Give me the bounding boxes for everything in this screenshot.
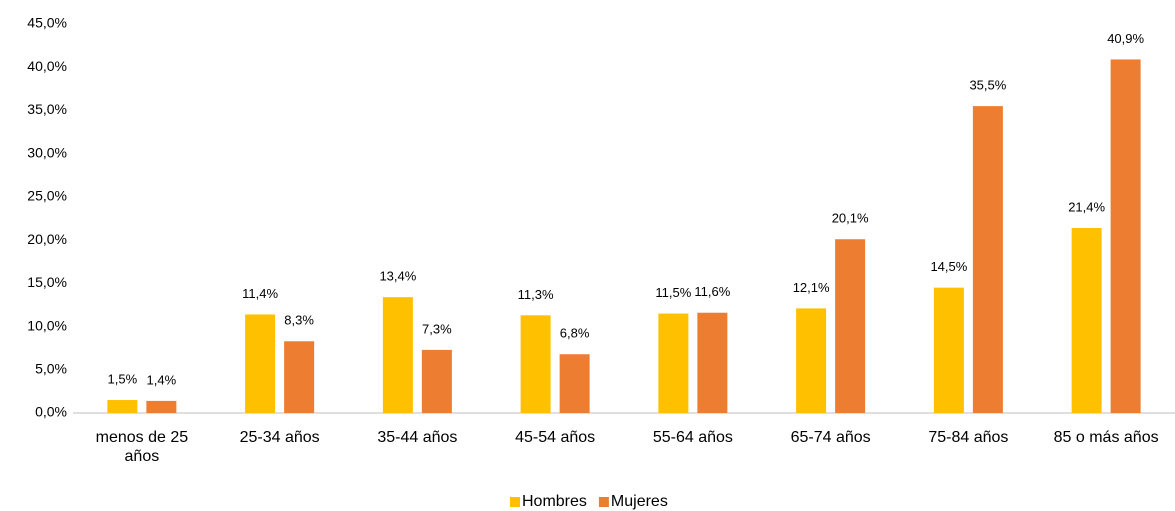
bar xyxy=(1071,228,1102,413)
value-label: 13,4% xyxy=(379,269,416,284)
value-label: 1,4% xyxy=(147,372,177,387)
y-tick-label: 5,0% xyxy=(35,360,67,376)
y-tick-label: 10,0% xyxy=(27,317,67,333)
legend-label: Hombres xyxy=(522,493,587,510)
value-label: 7,3% xyxy=(422,321,452,336)
bar xyxy=(972,106,1003,413)
bar xyxy=(796,308,827,413)
value-label: 11,6% xyxy=(694,284,730,299)
x-tick-label: 25-34 años xyxy=(239,429,320,446)
legend-label: Mujeres xyxy=(611,493,668,510)
x-tick-label: 55-64 años xyxy=(652,429,733,446)
x-tick-label: 35-44 años xyxy=(377,429,458,446)
value-label: 21,4% xyxy=(1068,199,1105,214)
value-label: 14,5% xyxy=(930,259,967,274)
y-tick-label: 15,0% xyxy=(27,274,67,290)
x-tick-label: 65-74 años xyxy=(790,429,871,446)
y-tick-label: 40,0% xyxy=(27,58,67,74)
y-tick-label: 45,0% xyxy=(27,15,67,31)
bar xyxy=(284,341,315,413)
bar xyxy=(245,314,276,413)
bar xyxy=(1110,59,1141,413)
y-tick-label: 0,0% xyxy=(35,404,67,420)
value-label: 6,8% xyxy=(560,326,590,341)
x-tick-label: 45-54 años xyxy=(515,429,596,446)
legend-swatch xyxy=(598,497,609,507)
legend-swatch xyxy=(510,497,520,507)
value-label: 11,5% xyxy=(655,285,691,300)
x-tick-label: 75-84 años xyxy=(928,429,1009,446)
value-label: 1,5% xyxy=(108,371,138,386)
value-label: 11,4% xyxy=(242,286,278,301)
bar xyxy=(658,313,689,413)
y-tick-label: 25,0% xyxy=(27,188,67,204)
bar xyxy=(559,354,590,413)
bar xyxy=(697,312,728,413)
bar xyxy=(107,400,138,413)
value-label: 40,9% xyxy=(1107,31,1144,46)
x-tick-label: menos de 25 años xyxy=(95,429,189,465)
value-label: 20,1% xyxy=(832,211,869,226)
bar xyxy=(835,239,866,413)
value-label: 12,1% xyxy=(793,280,830,295)
bar xyxy=(520,315,551,413)
y-tick-label: 20,0% xyxy=(27,231,67,247)
value-label: 8,3% xyxy=(284,313,314,328)
y-tick-label: 30,0% xyxy=(27,144,67,160)
value-label: 11,3% xyxy=(518,287,554,302)
bar xyxy=(421,349,452,413)
bar xyxy=(382,297,413,413)
bar xyxy=(146,400,177,413)
y-tick-label: 35,0% xyxy=(27,101,67,117)
value-label: 35,5% xyxy=(969,78,1006,93)
bar xyxy=(933,287,964,413)
x-tick-label: 85 o más años xyxy=(1053,429,1159,446)
